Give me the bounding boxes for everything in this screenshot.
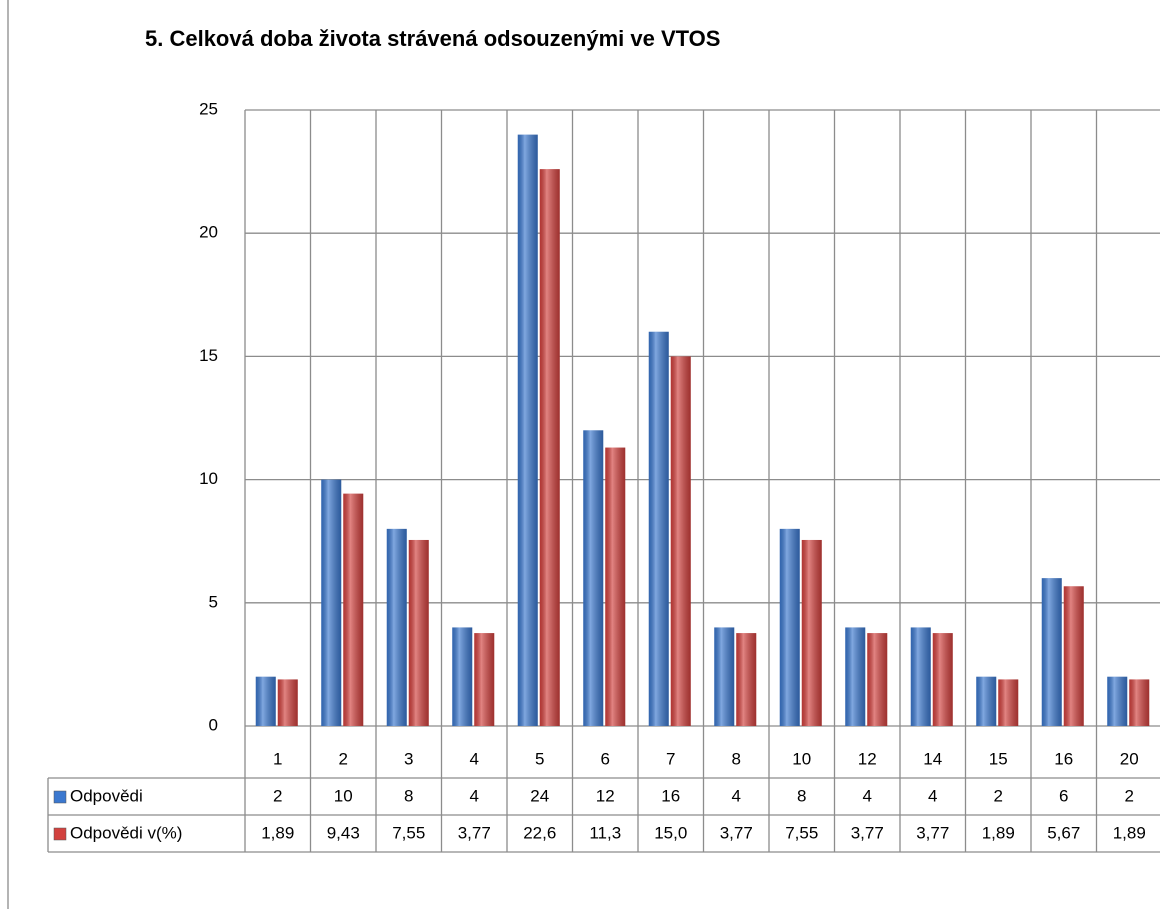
x-tick-label: 3: [404, 749, 413, 768]
data-label: 1,89: [261, 823, 294, 842]
data-label: 3,77: [458, 823, 491, 842]
y-tick-label: 5: [209, 592, 218, 611]
bar-shine: [277, 679, 298, 726]
bar-shine: [255, 676, 276, 726]
bar-shine: [474, 633, 495, 726]
bar-shine: [801, 539, 822, 726]
data-label: 24: [530, 786, 549, 805]
bar-shine: [998, 679, 1019, 726]
bar-shine: [648, 331, 669, 726]
data-label: 5,67: [1047, 823, 1080, 842]
data-label: 9,43: [327, 823, 360, 842]
bar-shine: [343, 493, 364, 726]
bar-shine: [1129, 679, 1150, 726]
data-label: 2: [273, 786, 282, 805]
bar-shine: [714, 627, 735, 726]
data-label: 6: [1059, 786, 1068, 805]
data-label: 2: [1125, 786, 1134, 805]
data-label: 7,55: [785, 823, 818, 842]
x-tick-label: 20: [1120, 749, 1139, 768]
x-tick-label: 12: [858, 749, 877, 768]
x-tick-label: 14: [923, 749, 942, 768]
x-tick-label: 7: [666, 749, 675, 768]
bar-shine: [408, 539, 429, 726]
x-tick-label: 10: [792, 749, 811, 768]
x-tick-label: 8: [732, 749, 741, 768]
data-label: 7,55: [392, 823, 425, 842]
x-tick-label: 1: [273, 749, 282, 768]
legend-label: Odpovědi: [70, 786, 143, 805]
data-label: 10: [334, 786, 353, 805]
data-label: 1,89: [1113, 823, 1146, 842]
legend-swatch: [53, 790, 67, 804]
bar-shine: [1063, 586, 1084, 726]
x-tick-label: 5: [535, 749, 544, 768]
bar-shine: [539, 169, 560, 727]
bar-shine: [976, 676, 997, 726]
x-tick-label: 4: [470, 749, 479, 768]
bar-shine: [1041, 578, 1062, 726]
data-label: 3,77: [916, 823, 949, 842]
y-tick-label: 10: [199, 469, 218, 488]
bar-shine: [736, 633, 757, 726]
bar-shine: [1107, 676, 1128, 726]
bar-shine: [321, 479, 342, 726]
x-tick-label: 15: [989, 749, 1008, 768]
data-label: 8: [404, 786, 413, 805]
data-label: 12: [596, 786, 615, 805]
data-label: 3,77: [720, 823, 753, 842]
bar-shine: [845, 627, 866, 726]
data-label: 1,89: [982, 823, 1015, 842]
data-label: 4: [732, 786, 741, 805]
data-label: 22,6: [523, 823, 556, 842]
legend-label: Odpovědi v(%): [70, 823, 182, 842]
chart-title: 5. Celková doba života strávená odsouzen…: [145, 26, 720, 51]
data-label: 2: [994, 786, 1003, 805]
y-tick-label: 0: [209, 715, 218, 734]
x-tick-label: 6: [601, 749, 610, 768]
data-label: 11,3: [589, 823, 621, 842]
x-tick-label: 2: [339, 749, 348, 768]
bar-shine: [517, 134, 538, 726]
legend-swatch: [53, 827, 67, 841]
data-label: 4: [863, 786, 872, 805]
bar-shine: [386, 528, 407, 726]
y-tick-label: 15: [199, 346, 218, 365]
data-label: 4: [470, 786, 479, 805]
bar-shine: [583, 430, 604, 726]
x-tick-label: 16: [1054, 749, 1073, 768]
data-label: 3,77: [851, 823, 884, 842]
data-label: 8: [797, 786, 806, 805]
y-tick-label: 20: [199, 223, 218, 242]
bar-shine: [605, 447, 626, 726]
bar-shine: [910, 627, 931, 726]
bar-shine: [779, 528, 800, 726]
bar-shine: [452, 627, 473, 726]
bar-shine: [867, 633, 888, 726]
data-label: 4: [928, 786, 937, 805]
bar-shine: [670, 356, 691, 726]
data-label: 15,0: [654, 823, 687, 842]
y-tick-label: 25: [199, 99, 218, 118]
bar-shine: [932, 633, 953, 726]
data-label: 16: [661, 786, 680, 805]
